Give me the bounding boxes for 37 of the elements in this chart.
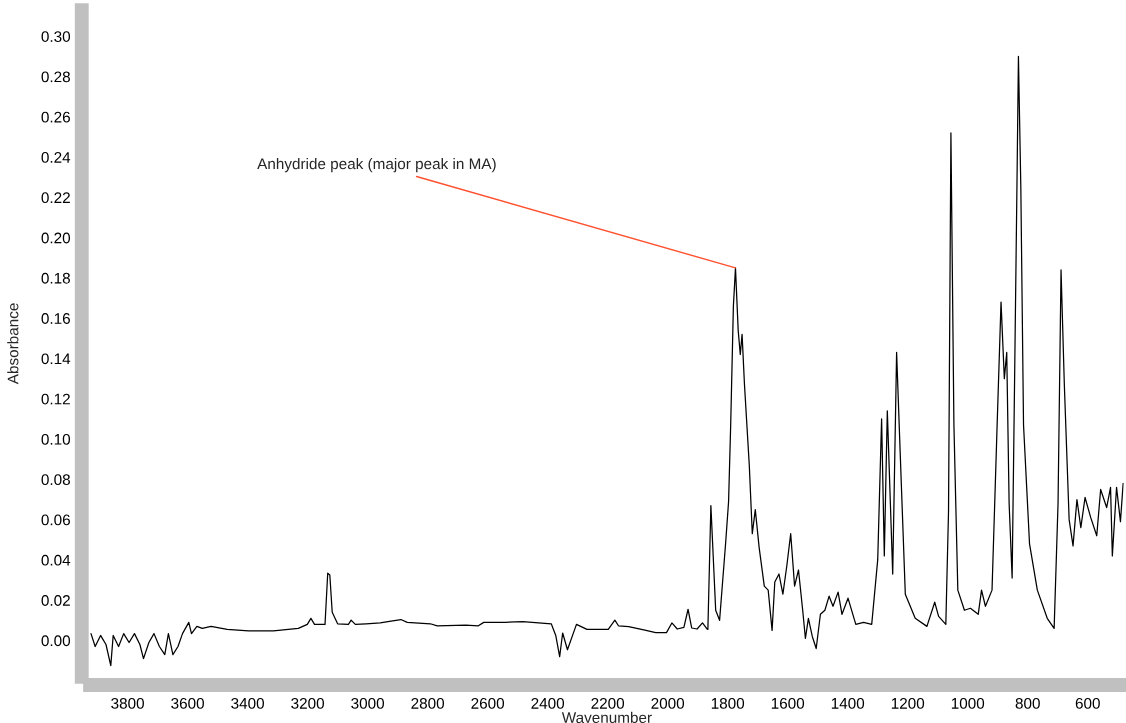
x-tick-label: 1400: [831, 697, 865, 709]
y-tick-label: 0.26: [41, 111, 70, 123]
y-tick-label: 0.20: [41, 232, 71, 244]
y-tick-label: 0.28: [41, 71, 70, 83]
x-tick-label: 800: [1015, 697, 1040, 709]
y-tick-label: 0.30: [41, 31, 71, 42]
x-tick-label: 2600: [471, 697, 505, 709]
y-tick-label: 0.14: [41, 353, 71, 365]
x-tick-label: 1600: [771, 697, 805, 709]
y-tick-label: 0.04: [41, 554, 71, 566]
y-tick-label: 0.18: [41, 272, 70, 284]
x-tick-label: 2400: [531, 697, 565, 709]
x-tick-label: 3200: [291, 697, 325, 709]
y-tick-label: 0.00: [41, 635, 71, 647]
x-tick-label: 1000: [951, 697, 985, 709]
x-tick-label: 600: [1075, 697, 1100, 709]
y-tick-label: 0.10: [41, 433, 71, 445]
x-tick-label: 1800: [711, 697, 745, 709]
x-tick-label: 1200: [891, 697, 925, 709]
x-tick-label: 2800: [411, 697, 445, 709]
y-tick-label: 0.02: [41, 595, 70, 606]
y-axis-title: Absorbance: [7, 303, 19, 385]
y-tick-label: 0.24: [41, 152, 71, 163]
y-tick-label: 0.22: [41, 192, 70, 204]
x-tick-label: 3800: [111, 697, 144, 709]
y-tick-label: 0.08: [41, 474, 70, 486]
x-tick-label: 3400: [231, 697, 264, 709]
x-tick-label: 2200: [591, 697, 625, 709]
annotation: Anhydride peak (major peak in MA): [257, 158, 496, 173]
y-tick-label: 0.16: [41, 313, 70, 324]
x-tick-label: 3600: [171, 697, 204, 709]
y-tick-label: 0.06: [41, 514, 70, 526]
x-tick-label: 3000: [351, 697, 385, 709]
y-tick-label: 0.12: [41, 393, 70, 405]
line-series: [90, 55, 1124, 667]
x-tick-label: 2000: [651, 697, 685, 709]
x-axis-title: Wavenumber: [561, 711, 652, 723]
